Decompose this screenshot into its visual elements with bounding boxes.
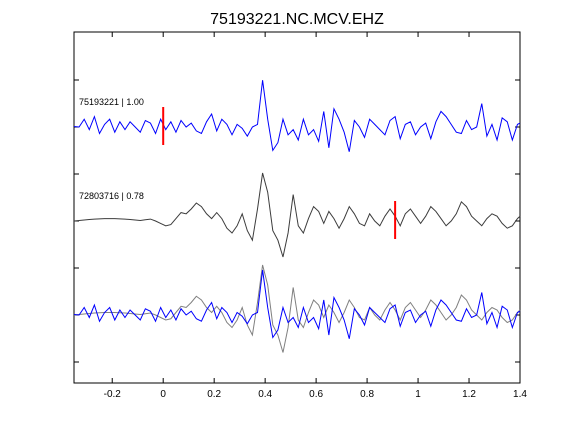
overlay-primary-line	[73, 269, 521, 339]
x-tick-label: 0.4	[258, 389, 272, 400]
trace-lines	[73, 80, 521, 353]
chart-title: 75193221.NC.MCV.EHZ	[210, 11, 384, 28]
primary-trace-label: 75193221 | 1.00	[79, 97, 144, 107]
x-tick-label: 1.2	[462, 389, 476, 400]
x-tick-label: 1.4	[513, 389, 527, 400]
plot-area	[73, 31, 521, 384]
overlay-secondary-line	[73, 264, 521, 353]
x-tick-label: 0.2	[207, 389, 221, 400]
secondary-trace-line	[73, 172, 521, 258]
secondary-trace-label: 72803716 | 0.78	[79, 191, 144, 201]
x-tick-label: -0.2	[104, 389, 122, 400]
x-tick-label: 1	[415, 389, 421, 400]
trace-labels: 75193221 | 1.00 72803716 | 0.78	[79, 97, 144, 201]
x-tick-label: 0	[160, 389, 166, 400]
x-tick-label: 0.6	[309, 389, 323, 400]
axis-ticks: -0.2 0 0.2 0.4 0.6 0.8 1 1.2 1.4	[74, 32, 527, 400]
primary-trace-line	[73, 80, 521, 152]
x-tick-label: 0.8	[360, 389, 374, 400]
